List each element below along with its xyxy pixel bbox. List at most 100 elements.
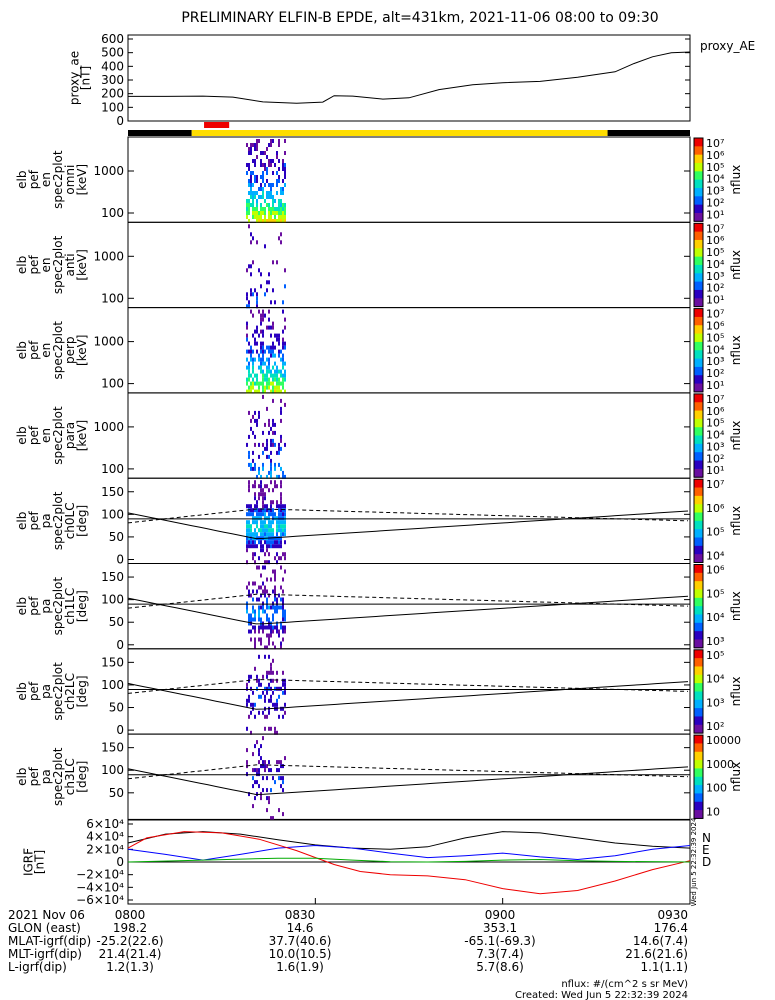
colorbar-swatch — [694, 735, 703, 744]
colorbar-tick-label: 10¹ — [706, 294, 724, 307]
spectrogram-cell — [284, 474, 286, 479]
spectrogram-cell — [258, 613, 260, 618]
spectrogram-cell — [264, 698, 266, 703]
spectrogram-cell — [284, 520, 286, 525]
spectrogram-cell — [272, 207, 274, 211]
spectrogram-cell — [278, 556, 280, 561]
spectrogram-cell — [278, 337, 280, 342]
spectrogram-cell — [272, 159, 274, 163]
spectrogram-cell — [270, 544, 272, 549]
spectrogram-cell — [254, 329, 256, 334]
spectrogram-cell — [252, 357, 254, 362]
spectrogram-cell — [270, 219, 272, 223]
footer-cell: L-igrf(dip) — [8, 960, 67, 974]
spectrogram-cell — [248, 167, 250, 171]
spectrogram-cell — [258, 752, 260, 757]
spectrogram-cell — [270, 458, 272, 463]
spectrogram-cell — [254, 629, 256, 634]
spectrogram-cell — [272, 670, 274, 675]
spectrogram-cell — [252, 552, 254, 557]
spectrogram-cell — [274, 333, 276, 338]
spectrogram-cell — [278, 341, 280, 346]
spectrogram-cell — [280, 585, 282, 590]
spectrogram-cell — [268, 528, 270, 533]
panel-ylabel-line: [keV] — [75, 249, 89, 280]
spectrogram-cell — [268, 454, 270, 459]
panel-ylabel-line: perp — [63, 336, 77, 364]
spectrogram-cell — [274, 544, 276, 549]
colorbar-tick-label: 10 — [706, 805, 720, 818]
panel-frame — [127, 477, 691, 565]
spectrogram-panel-2: 1000100elbpefenspec2plotperp[keV]10⁷10⁶1… — [15, 307, 743, 394]
spectrogram-cell — [280, 528, 282, 533]
spectrogram-cell — [272, 629, 274, 634]
spectrogram-cell — [260, 756, 262, 761]
spectrogram-cell — [282, 788, 284, 793]
spectrogram-cell — [256, 191, 258, 195]
spectrogram-cell — [250, 151, 252, 155]
spectrogram-cell — [248, 304, 250, 309]
spectrogram-cell — [284, 516, 286, 521]
spectrogram-cell — [280, 540, 282, 545]
spectrogram-cell — [262, 341, 264, 346]
spectrogram-cell — [260, 694, 262, 699]
spectrogram-cell — [278, 333, 280, 338]
spectrogram-cell — [262, 581, 264, 586]
colorbar-swatch — [694, 537, 703, 547]
spectrogram-cell — [266, 504, 268, 509]
spectrogram-cell — [270, 389, 272, 394]
spectrogram-cell — [278, 528, 280, 533]
spectrogram-cell — [248, 484, 250, 489]
spectrogram-cell — [260, 520, 262, 525]
spectrogram-cell — [252, 544, 254, 549]
spectrogram-cell — [268, 710, 270, 715]
spectrogram-panel-3: 1000100elbpefenspec2plotpara[keV]10⁷10⁶1… — [15, 392, 743, 479]
colorbar-swatch — [694, 572, 703, 582]
spectrogram-cell — [268, 682, 270, 687]
spectrogram-cell — [256, 768, 258, 773]
spectrogram-cell — [246, 171, 248, 175]
panel-ylabel-line: [keV] — [75, 335, 89, 366]
spectrogram-cell — [280, 504, 282, 509]
spectrogram-cell — [248, 480, 250, 485]
igrf-ytick-label: 0 — [116, 855, 124, 869]
figure-title: PRELIMINARY ELFIN-B EPDE, alt=431km, 202… — [181, 10, 658, 26]
spectrogram-cell — [272, 373, 274, 378]
spectrogram-cell — [270, 625, 272, 630]
spectrogram-cell — [252, 361, 254, 366]
spectrogram-cell — [284, 682, 286, 687]
spectrogram-cell — [264, 654, 266, 659]
colorbar-swatch — [694, 760, 703, 769]
spectrogram-cell — [280, 466, 282, 471]
panel-ylabel-line: pa — [39, 769, 53, 784]
spectrogram-cell — [260, 317, 262, 322]
spectrogram-cell — [246, 268, 248, 273]
spectrogram-cell — [282, 357, 284, 362]
spectrogram-cell — [248, 589, 250, 594]
spectrogram-cell — [246, 207, 248, 211]
spectrogram-cell — [246, 211, 248, 215]
spectrogram-cell — [282, 470, 284, 475]
spectrogram-cell — [266, 195, 268, 199]
igrf-ytick-label: −6×10⁴ — [76, 893, 124, 907]
spectrogram-cell — [256, 143, 258, 147]
spectrogram-cell — [258, 784, 260, 789]
spectrogram-cell — [256, 589, 258, 594]
panel-ylabel-line: spec2plot — [51, 235, 65, 294]
spectrogram-cell — [252, 159, 254, 163]
spectrogram-cell — [268, 532, 270, 537]
panel-ylabel-line: spec2plot — [51, 321, 65, 380]
spectrogram-cell — [258, 597, 260, 602]
panel-ylabel-line: ch3LC — [63, 758, 77, 795]
spectrogram-cell — [284, 163, 286, 167]
colorbar-swatch — [694, 487, 703, 497]
spectrogram-cell — [282, 215, 284, 219]
footer-cell: MLAT-igrf(dip) — [8, 934, 91, 948]
spectrogram-cell — [250, 389, 252, 394]
spectrogram-cell — [254, 617, 256, 622]
spectrogram-cell — [248, 373, 250, 378]
spectrogram-cell — [262, 512, 264, 517]
spectrogram-cell — [268, 211, 270, 215]
spectrogram-cell — [266, 155, 268, 159]
spectrogram-cell — [248, 369, 250, 374]
